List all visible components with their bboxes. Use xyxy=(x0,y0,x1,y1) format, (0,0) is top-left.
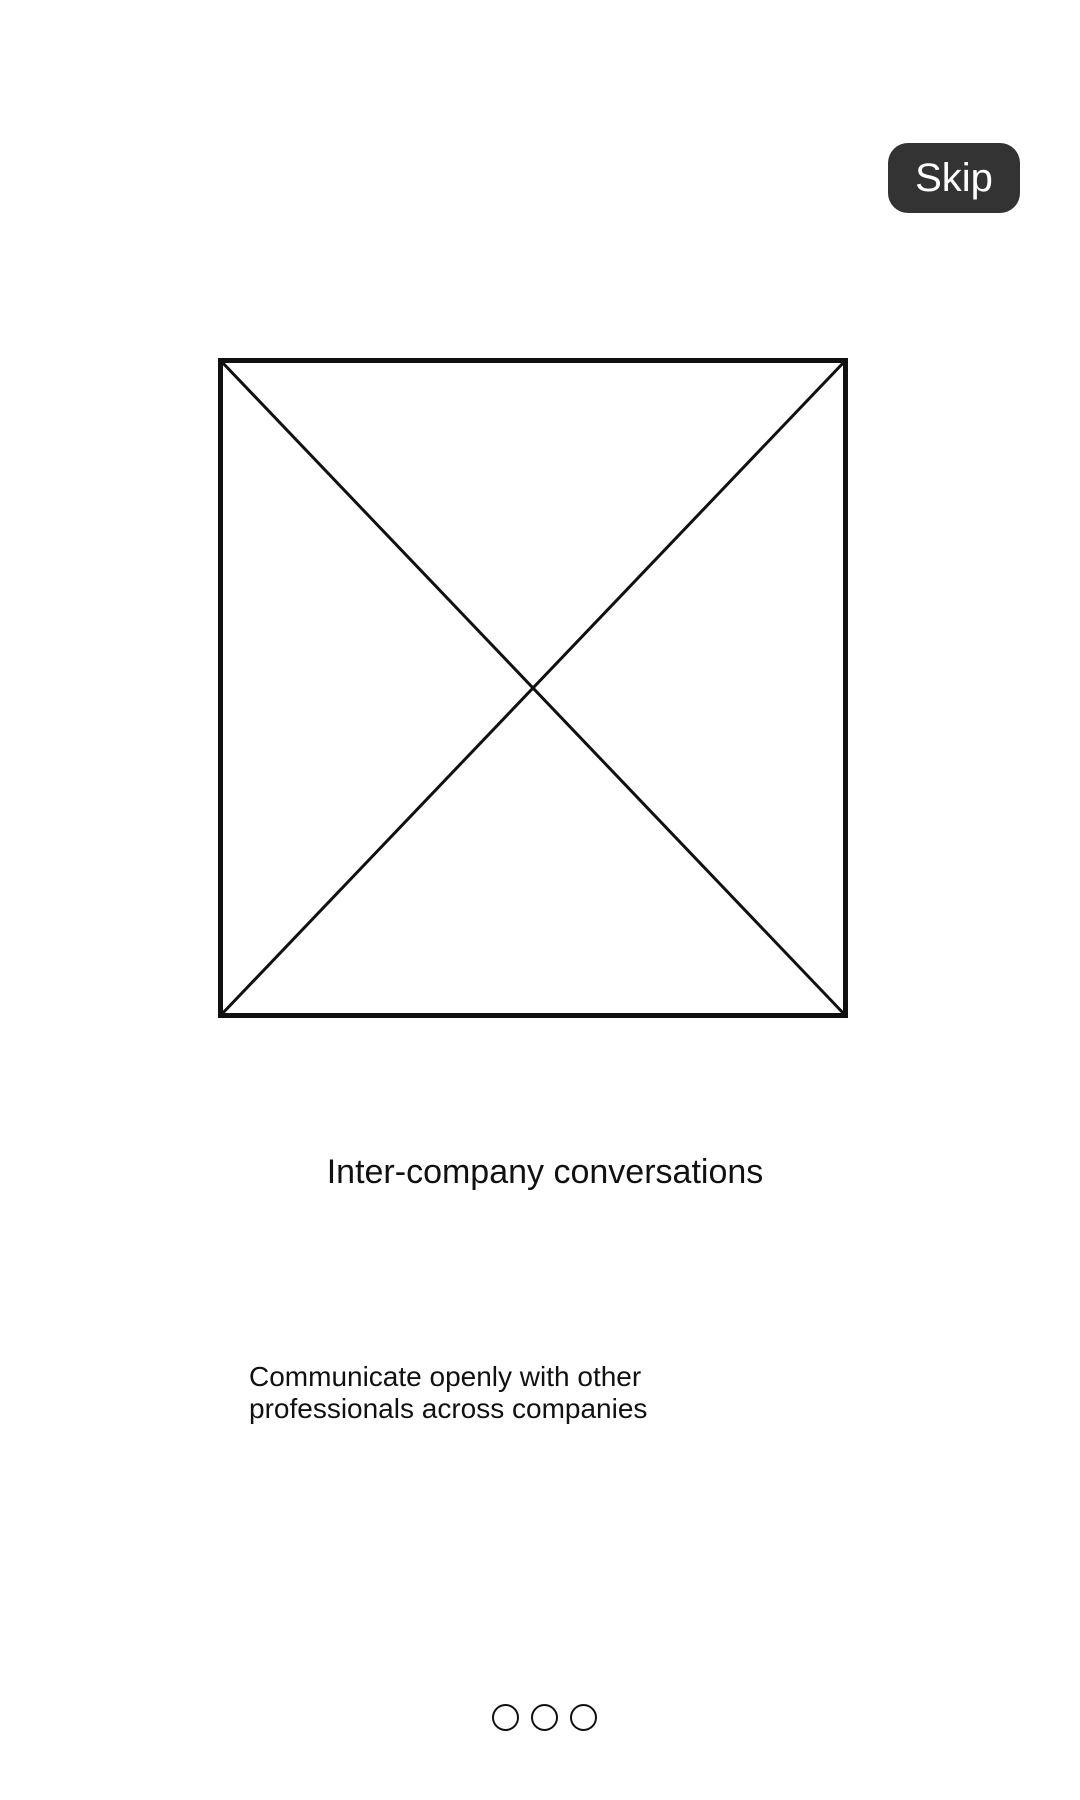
description-line-2: professionals across companies xyxy=(249,1393,648,1424)
description-line-1: Communicate openly with other xyxy=(249,1361,642,1392)
skip-button[interactable]: Skip xyxy=(888,143,1020,213)
page-dot-1[interactable] xyxy=(491,1704,519,1731)
page-dot-3[interactable] xyxy=(569,1704,597,1731)
page-dot-2[interactable] xyxy=(530,1704,558,1731)
onboarding-title: Inter-company conversations xyxy=(326,1153,764,1191)
image-placeholder-icon xyxy=(218,358,848,1018)
onboarding-description: Communicate openly with other profession… xyxy=(249,1361,809,1425)
page-indicator xyxy=(0,1704,1080,1734)
